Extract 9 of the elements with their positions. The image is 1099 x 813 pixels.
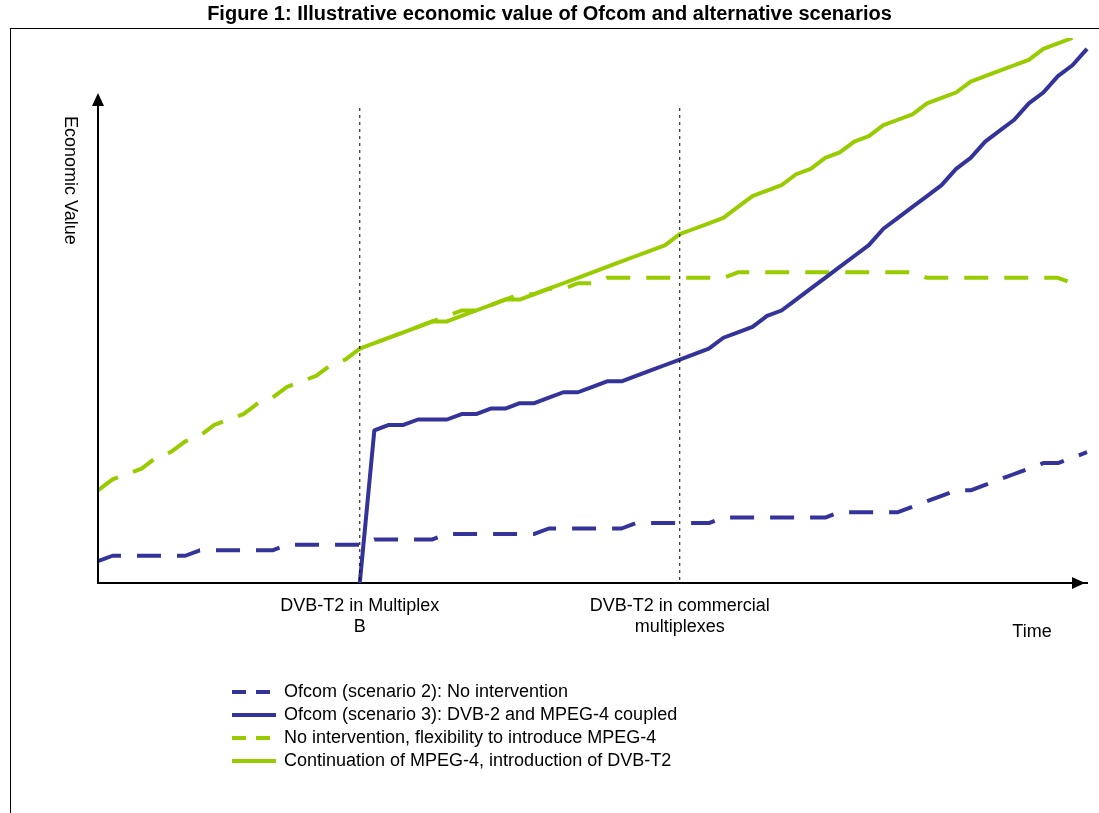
x-tick-label: DVB-T2 in Multiplex B [280, 594, 440, 637]
legend-label: Ofcom (scenario 2): No intervention [284, 681, 569, 702]
chart-title: Figure 1: Illustrative economic value of Ofcom and alternative scenarios [206, 2, 893, 25]
x-tick-label: DVB-T2 in commercial multiplexes [589, 594, 770, 637]
x-axis-title: Time [1012, 620, 1052, 641]
y-axis-title: Economic Value [61, 116, 82, 245]
legend-label: Continuation of MPEG-4, introduction of DVB-T2 [284, 750, 672, 771]
legend-label: Ofcom (scenario 3): DVB-2 and MPEG-4 coupled [284, 704, 678, 725]
legend-label: No intervention, flexibility to introduce MPEG-4 [284, 727, 657, 748]
